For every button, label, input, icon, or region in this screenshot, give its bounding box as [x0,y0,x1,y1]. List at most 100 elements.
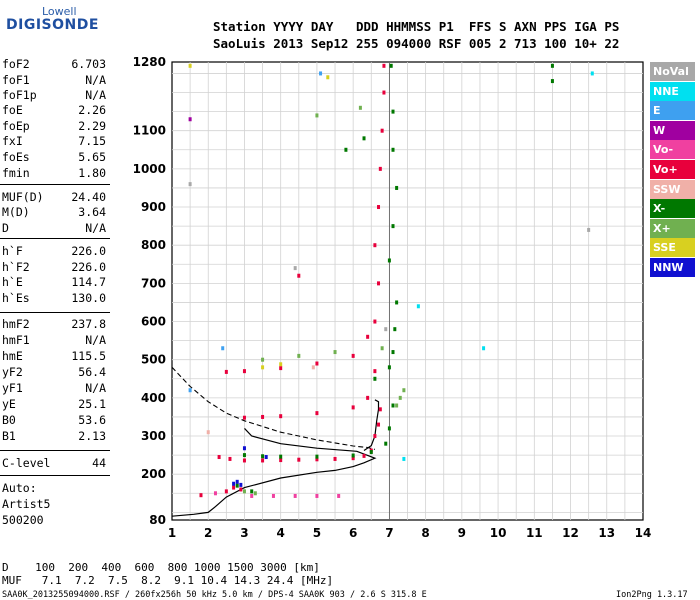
echo-point-vo- [373,243,377,248]
echo-point-vo- [271,493,275,498]
param-value: 226.0 [71,244,106,258]
param-key: yF1 [2,381,23,395]
param-key: M(D) [2,205,30,219]
echo-point-nne [402,456,406,461]
echo-point-vo- [297,273,301,278]
panel-separator [0,450,110,451]
param-value: 25.1 [78,397,106,411]
echo-point-x- [402,388,406,393]
param-value: 1.80 [78,166,106,180]
param-row-hme: hmE 115.5 [2,349,106,364]
echo-point-nne [416,304,420,309]
echo-point-x- [369,450,373,455]
y-tick-label: 300 [141,429,166,443]
echo-point-x- [242,453,246,458]
echo-point-vo- [378,166,382,171]
echo-point-vo- [380,128,384,133]
param-key: fxI [2,134,23,148]
echo-point-vo- [242,415,246,420]
x-tick-label: 12 [562,526,579,540]
echo-point-vo- [242,369,246,374]
param-row-yf2: yF2 56.4 [2,365,106,380]
y-tick-label: 800 [141,238,166,252]
param-key: C-level [2,456,51,470]
x-tick-label: 5 [313,526,321,540]
profile-dashed-line [171,366,376,450]
echo-point-x- [393,327,397,332]
param-key: h`Es [2,291,30,305]
y-tick-label: 1000 [133,162,166,176]
param-value: 114.7 [71,275,106,289]
echo-point-x- [387,426,391,431]
param-row-hmf1: hmF1 N/A [2,333,106,348]
echo-point-sse [261,365,265,370]
echo-point-vo- [315,493,319,498]
param-key: foE [2,103,23,117]
echo-point-x- [395,300,399,305]
param-row-fxi: fxI 7.15 [2,134,106,149]
x-tick-label: 6 [349,526,357,540]
echo-point-x- [380,346,384,351]
header-row-2: SaoLuis 2013 Sep12 255 094000 RSF 005 2 … [213,36,620,51]
param-key: foEs [2,150,30,164]
param-value: 24.40 [71,190,106,204]
echo-point-vo- [228,456,232,461]
param-value: 6.703 [71,57,106,71]
echo-point-x- [389,63,393,68]
echo-point-vo- [297,457,301,462]
auto-method: Artist5 [2,497,51,511]
param-row-fof1p: foF1p N/A [2,88,106,103]
footer-d-row: D 100 200 400 600 800 1000 1500 3000 [km… [2,561,320,574]
param-value: 5.65 [78,150,106,164]
echo-point-vo- [373,319,377,324]
echo-point-nnw [264,455,268,460]
param-value: 237.8 [71,317,106,331]
panel-separator [0,184,110,185]
param-value: 53.6 [78,413,106,427]
echo-point-vo- [337,493,341,498]
echo-point-vo- [224,369,228,374]
echo-point-x- [261,357,265,362]
echo-point-x- [344,147,348,152]
echo-point-ssw [206,430,210,435]
legend-item-vo-: Vo- [650,140,695,160]
echo-point-vo- [261,414,265,419]
echo-point-e [221,346,225,351]
y-tick-labels: 80 200 300 400 500 600 700 800 900 1000 1100 1280 [133,55,166,527]
param-row-yf1: yF1 N/A [2,381,106,396]
echo-point-vo- [232,485,236,490]
param-value: 7.15 [78,134,106,148]
echo-point-vo- [351,405,355,410]
legend-item-w: W [650,120,695,140]
echo-point-x- [315,454,319,459]
echo-point-noval [384,327,388,332]
y-tick-label: 80 [149,513,166,527]
legend-item-vo-: Vo+ [650,160,695,179]
y-tick-label: 700 [141,276,166,290]
param-key: h`F2 [2,260,30,274]
y-tick-label: 400 [141,391,166,405]
y-tick-label: 200 [141,467,166,481]
chart-grid [171,61,644,521]
echo-point-vo- [333,456,337,461]
echo-point-vo- [378,407,382,412]
echo-point-vo- [224,489,228,494]
echo-point-x- [253,491,257,496]
x-tick-label: 7 [385,526,393,540]
y-tick-label: 1280 [133,55,166,69]
echo-point-x- [358,105,362,110]
echo-point-vo- [373,434,377,439]
echo-point-x- [387,365,391,370]
echo-point-x- [391,109,395,114]
param-value: N/A [85,333,106,347]
echo-point-x- [391,224,395,229]
echo-point-e [319,71,323,76]
echo-point-x- [391,403,395,408]
auto-label: Auto: [2,481,37,495]
echo-point-x- [391,350,395,355]
param-row-fof1: foF1 N/A [2,73,106,88]
param-value: N/A [85,221,106,235]
param-value: 130.0 [71,291,106,305]
y-tick-label: 900 [141,200,166,214]
echo-point-vo- [261,458,265,463]
